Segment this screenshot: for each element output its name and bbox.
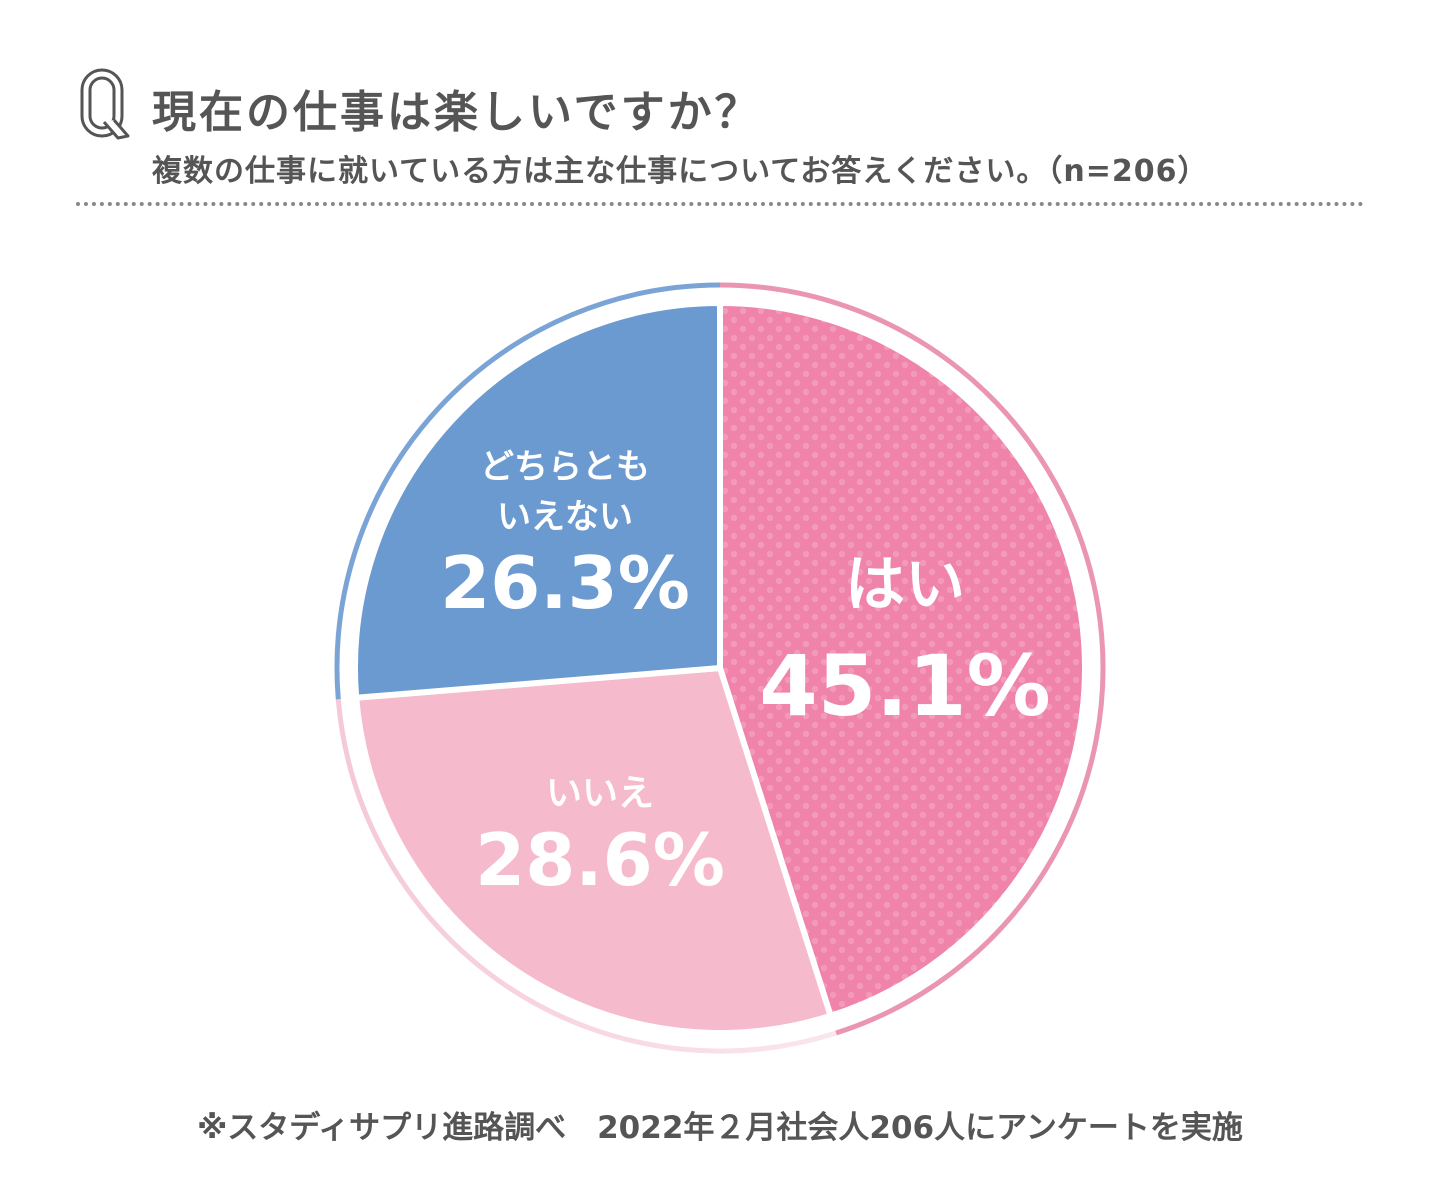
outer-ring-arc-0 [719, 282, 1106, 1036]
outer-ring-arc-2 [334, 282, 721, 700]
outer-ring-arc-1 [335, 699, 837, 1054]
slice-value-1: 28.6% [475, 818, 725, 902]
slice-label-2: いえない [497, 497, 633, 537]
chart-title: 現在の仕事は楽しいですか？ [152, 87, 762, 138]
chart-subtitle: 複数の仕事に就いている方は主な仕事についてお答えください。（n=206） [152, 154, 1209, 189]
q-icon [80, 68, 130, 140]
slice-label-1: いいえ [546, 773, 654, 814]
source-note: ※スタディサプリ進路調べ 2022年２月社会人206人にアンケートを実施 [197, 1110, 1243, 1146]
pie-slice-2 [352, 299, 723, 702]
pie-slice-0 [717, 299, 1089, 1020]
slice-value-2: 26.3% [440, 541, 690, 625]
slice-label-0: はい [845, 550, 965, 620]
pie-slice-1 [352, 664, 835, 1036]
dotted-divider [76, 202, 1364, 206]
slice-label-2: どちらとも [480, 447, 650, 487]
slice-value-0: 45.1% [759, 637, 1050, 735]
